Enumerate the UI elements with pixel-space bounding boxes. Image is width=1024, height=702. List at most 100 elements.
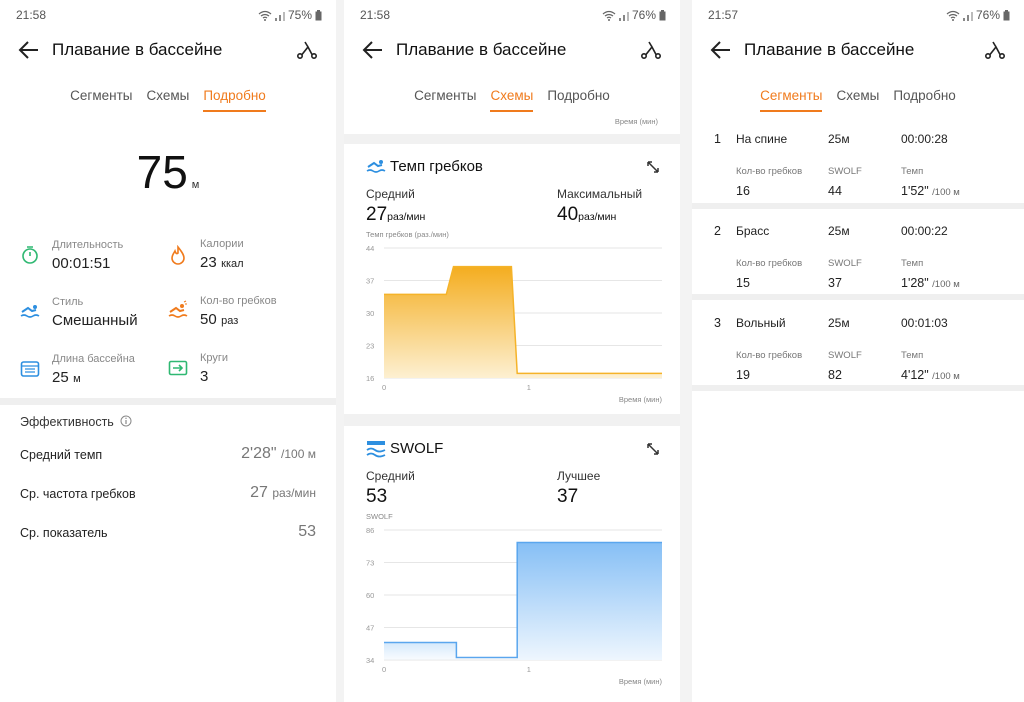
page-title: Плавание в бассейне [52,40,223,59]
efficiency-title-text: Эффективность [20,415,114,429]
series-line [384,541,662,659]
y-tick-label: 16 [366,374,374,383]
signal-icon [962,11,973,21]
tab-charts[interactable]: Схемы [146,88,190,103]
segment-distance: 25м [828,316,850,330]
tab-segments[interactable]: Сегменты [70,88,133,103]
tab-charts[interactable]: Схемы [490,88,533,112]
segment-distance: 25м [828,132,850,146]
segment-swolf: 82 [828,368,842,382]
segment-style: Брасс [736,224,770,238]
segment-strokes: 16 [736,184,750,198]
calories-label: Калории [200,238,244,250]
strokes-value: 50 [200,311,217,328]
battery-icon [315,9,322,20]
segment-time: 00:00:28 [901,132,948,146]
back-arrow-icon[interactable] [362,40,384,60]
y-tick-label: 60 [366,591,374,600]
pool-unit: м [73,373,81,385]
segment-strokes: 19 [736,368,750,382]
tab-bar: Сегменты Схемы Подробно [344,88,680,112]
pace-header: Темп [901,350,924,361]
stroke-rate-chart: 44 37 30 23 16 0 1 Время (мин) [366,244,663,404]
flame-icon [171,245,185,265]
segment-pace: 1'52" /100 м [901,184,960,198]
efficiency-title: Эффективность [20,415,132,429]
series-area [517,542,662,660]
segment-row[interactable]: 3 Вольный 25м 00:01:03 Кол-во гребков SW… [692,312,1024,398]
tab-bar: Сегменты Схемы Подробно [692,88,1024,112]
segment-divider [692,294,1024,300]
expand-icon[interactable] [642,156,664,178]
tab-segments[interactable]: Сегменты [760,88,823,112]
page-title: Плавание в бассейне [396,40,567,59]
stat-pool: Длина бассейна 25 м [52,353,135,387]
page-title: Плавание в бассейне [744,40,915,59]
top-axis-note: Время (мин) [614,117,658,126]
y-tick-label: 37 [366,277,374,286]
distance-unit: м [191,179,200,191]
battery-level: 76% [631,8,656,22]
swolf-header: SWOLF [828,166,862,177]
efficiency-value: 53 [298,523,316,540]
swimmer-icon [20,305,40,318]
x-tick-label: 0 [382,665,386,674]
laps-value: 3 [200,368,209,385]
x-axis-label: Время (мин) [619,395,663,404]
calories-value: 23 [200,254,217,271]
max-value: 40раз/мин [557,204,617,225]
pace-header: Темп [901,166,924,177]
efficiency-label: Ср. частота гребков [20,487,136,501]
signal-icon [274,11,285,21]
style-label: Стиль [52,296,84,308]
route-icon[interactable] [640,39,662,61]
tab-segments[interactable]: Сегменты [414,88,477,103]
swolf-chart: 86 73 60 47 34 0 1 Время (мин) [366,526,663,686]
max-label: Максимальный [557,187,643,201]
expand-icon[interactable] [642,438,664,460]
y-tick-label: 73 [366,559,374,568]
series-area [384,642,457,660]
pace-header: Темп [901,258,924,269]
back-arrow-icon[interactable] [710,40,732,60]
avg-value: 53 [366,486,388,507]
route-icon[interactable] [296,39,318,61]
stroke-card-title: Темп гребков [390,158,483,175]
strokes-unit: раз [221,315,239,327]
swolf-header: SWOLF [828,258,862,269]
series-area [384,266,662,378]
segment-number: 1 [714,132,721,146]
strokes-header: Кол-во гребков [736,166,803,177]
tab-details[interactable]: Подробно [547,88,610,103]
efficiency-label: Средний темп [20,448,103,462]
tab-details[interactable]: Подробно [203,88,266,112]
strokes-icon [168,300,188,318]
info-icon[interactable] [120,415,132,427]
series-line [384,265,662,375]
route-icon[interactable] [984,39,1006,61]
avg-label: Средний [366,187,415,201]
pool-icon [20,361,40,377]
y-tick-label: 23 [366,342,374,351]
y-tick-label: 86 [366,526,374,535]
segment-style: Вольный [736,316,786,330]
distance-value: 75 [136,146,188,198]
segment-row[interactable]: 2 Брасс 25м 00:00:22 Кол-во гребков SWOL… [692,220,1024,306]
strokes-header: Кол-во гребков [736,258,803,269]
wifi-icon [946,10,960,21]
segment-number: 2 [714,224,721,238]
x-axis-label: Время (мин) [619,677,663,686]
x-tick-label: 1 [527,665,531,674]
tab-charts[interactable]: Схемы [836,88,880,103]
segment-number: 3 [714,316,721,330]
status-bar: 21:58 75% [16,8,322,24]
segment-row[interactable]: 1 На спине 25м 00:00:28 Кол-во гребков S… [692,128,1024,214]
status-time: 21:58 [16,8,47,22]
segment-pace: 1'28" /100 м [901,276,960,290]
duration-label: Длительность [52,239,124,251]
calories-unit: ккал [221,258,244,270]
tab-details[interactable]: Подробно [893,88,956,103]
back-arrow-icon[interactable] [18,40,40,60]
stroke-ylabel: Темп гребков (раз./мин) [366,230,449,239]
swolf-ylabel: SWOLF [366,512,393,521]
